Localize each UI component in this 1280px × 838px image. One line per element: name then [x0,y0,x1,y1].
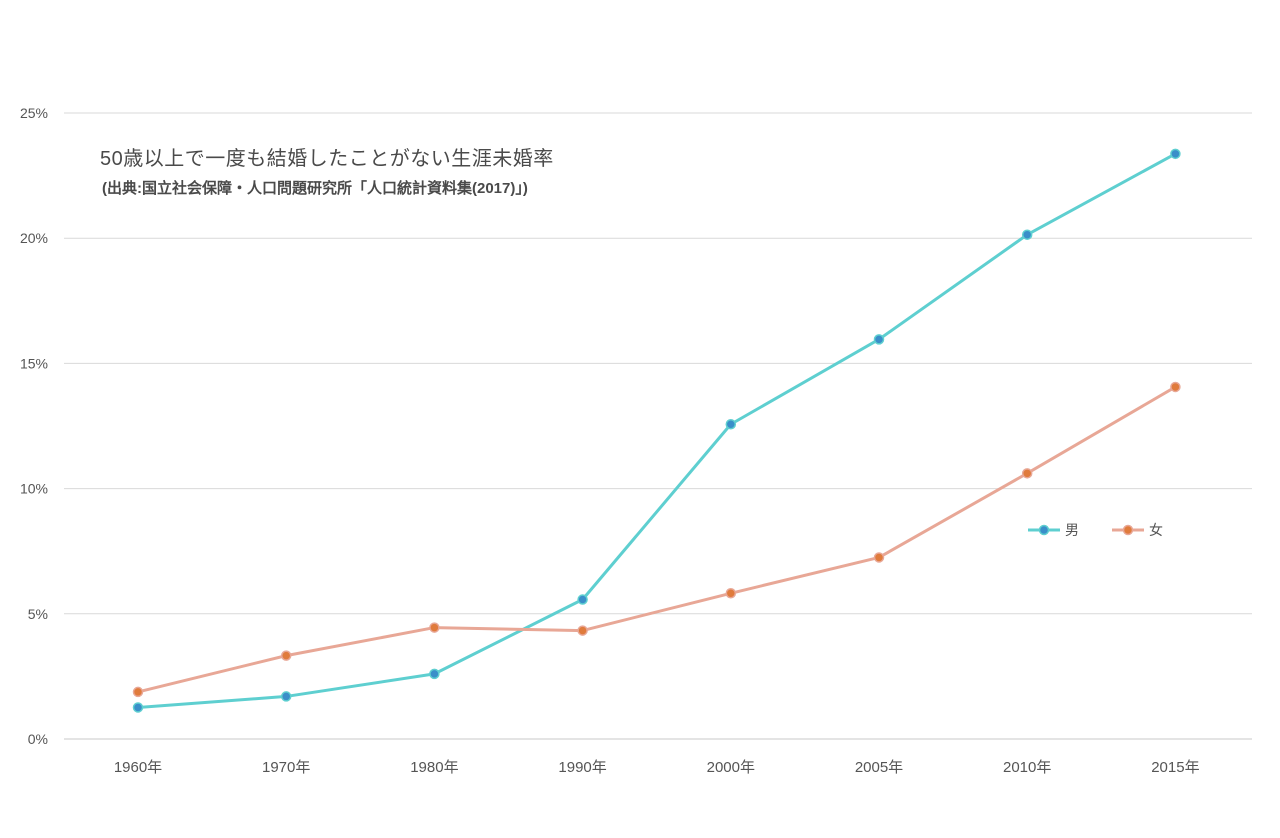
legend-label: 女 [1149,522,1163,538]
title-block: 50歳以上で一度も結婚したことがない生涯未婚率 (出典:国立社会保障・人口問題研… [100,142,554,202]
legend-marker [1122,524,1134,536]
y-tick-label: 25% [20,105,48,121]
data-point [577,625,588,636]
legend-label: 男 [1065,522,1079,538]
data-point [132,702,144,713]
y-tick-label: 10% [20,481,48,497]
x-tick-label: 1980年 [410,759,458,776]
chart-title: 50歳以上で一度も結婚したことがない生涯未婚率 [100,148,554,170]
data-point [132,686,144,698]
data-point [280,691,292,702]
y-tick-label: 20% [20,230,48,246]
y-tick-label: 15% [20,355,48,371]
data-point [873,334,885,345]
data-point [1021,468,1033,479]
x-tick-label: 2000年 [707,759,755,776]
data-point [429,668,440,680]
x-tick-label: 2015年 [1151,759,1199,776]
data-point [1021,229,1033,240]
data-point [577,594,588,605]
y-tick-label: 5% [28,606,48,622]
x-tick-label: 2010年 [1003,759,1051,776]
chart-subtitle: (出典:国立社会保障・人口問題研究所「人口統計資料集(2017)」) [102,180,528,197]
data-point [725,418,737,430]
series-line-female [136,385,1177,694]
data-point [1170,381,1181,393]
x-tick-label: 1990年 [558,759,606,776]
x-tick-label: 1960年 [114,759,162,776]
data-point [873,552,885,563]
data-point [725,588,737,599]
x-tick-label: 2005年 [855,759,903,776]
data-point [429,622,440,633]
series-line-male [136,152,1177,709]
data-point [1170,148,1181,160]
y-tick-label: 0% [28,731,48,747]
x-tick-label: 1970年 [262,759,310,776]
data-point [280,650,292,661]
legend-marker [1038,524,1050,536]
